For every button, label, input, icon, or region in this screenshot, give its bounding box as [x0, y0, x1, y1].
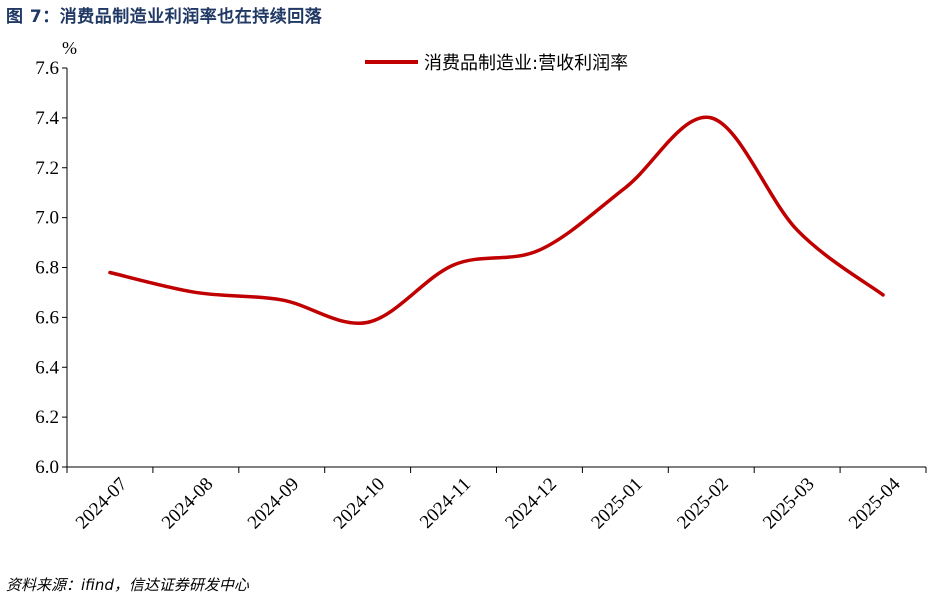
series-group: [108, 115, 885, 326]
y-tick-label: 6.4: [35, 357, 59, 378]
y-tick-label: 7.4: [35, 108, 59, 129]
legend-label: 消费品制造业:营收利润率: [424, 53, 628, 74]
y-tick-label: 7.2: [35, 158, 59, 179]
axes: [66, 68, 926, 468]
x-tick-label: 2024-07: [72, 474, 132, 534]
y-tick-label: 7.0: [35, 208, 59, 229]
x-tick-label: 2024-12: [501, 474, 561, 534]
y-tick-label: 6.2: [35, 407, 59, 428]
x-axis-ticks: 2024-07 2024-08 2024-09 2024-10 2024-11 2024-…: [66, 467, 927, 534]
y-axis-ticks: 6.0 6.2 6.4 6.6 6.8 7.0 7.2 7.4 7.6: [35, 58, 67, 478]
y-tick-label: 6.8: [35, 258, 59, 279]
x-tick-label: 2024-09: [244, 474, 304, 534]
y-axis-unit: %: [62, 38, 77, 58]
legend: 消费品制造业:营收利润率: [365, 53, 628, 74]
chart-title: 图 7：消费品制造业利润率也在持续回落: [6, 7, 323, 27]
source-note: 资料来源：ifind，信达证券研发中心: [6, 576, 249, 594]
x-tick-label: 2024-11: [416, 474, 475, 533]
x-tick-label: 2025-03: [759, 474, 819, 534]
y-tick-label: 6.0: [35, 457, 59, 478]
y-tick-label: 6.6: [35, 307, 59, 328]
y-tick-label: 7.6: [35, 58, 59, 79]
series-line: [108, 115, 885, 326]
x-tick-label: 2025-02: [673, 474, 733, 534]
x-tick-label: 2025-01: [587, 474, 647, 534]
x-tick-label: 2024-10: [330, 474, 390, 534]
x-tick-label: 2025-04: [845, 473, 905, 533]
x-tick-label: 2024-08: [158, 474, 218, 534]
